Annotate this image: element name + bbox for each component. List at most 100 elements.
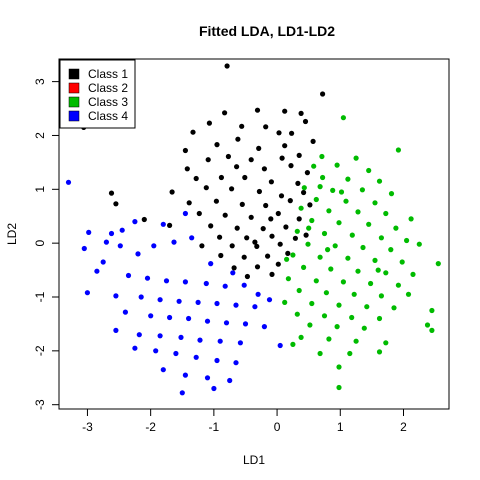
data-point <box>405 291 412 297</box>
data-point <box>239 123 245 129</box>
data-point <box>429 307 435 314</box>
data-point <box>355 268 361 274</box>
series-2 <box>282 115 441 391</box>
data-point <box>138 294 144 300</box>
data-point <box>160 367 166 373</box>
data-point <box>148 313 154 319</box>
data-point <box>296 216 302 222</box>
x-tick-label: 1 <box>337 420 344 434</box>
data-point <box>255 291 261 297</box>
x-tick-label: -2 <box>145 420 156 434</box>
data-point <box>239 201 245 207</box>
data-point <box>199 243 205 249</box>
data-point <box>182 147 188 154</box>
legend-item: Class 1 <box>68 67 128 81</box>
data-point <box>410 271 416 277</box>
data-point <box>313 196 319 203</box>
data-point <box>287 198 293 204</box>
data-point <box>325 247 331 253</box>
data-point <box>269 233 275 239</box>
data-point <box>222 212 228 218</box>
data-point <box>182 279 188 285</box>
x-tick-label: -1 <box>209 420 220 434</box>
data-point <box>294 311 300 317</box>
data-point <box>313 278 319 284</box>
data-point <box>338 189 345 195</box>
data-point <box>399 259 405 265</box>
data-point <box>224 63 230 69</box>
x-tick-label: -3 <box>82 420 93 434</box>
data-point <box>254 243 260 249</box>
legend-label: Class 4 <box>88 109 128 123</box>
data-point <box>378 293 384 299</box>
data-point <box>404 237 410 244</box>
data-point <box>298 205 304 211</box>
data-point <box>84 290 90 296</box>
data-point <box>217 234 223 240</box>
data-point <box>169 189 175 195</box>
data-point <box>261 324 267 330</box>
data-point <box>117 243 123 249</box>
data-point <box>332 243 338 249</box>
data-point <box>298 110 304 116</box>
data-point <box>184 166 190 172</box>
data-point <box>340 115 346 121</box>
data-point <box>395 147 401 153</box>
data-point <box>222 110 228 116</box>
data-point <box>328 266 334 272</box>
data-point <box>190 129 196 135</box>
data-point <box>292 235 298 241</box>
data-point <box>100 259 106 265</box>
data-point <box>113 293 119 299</box>
data-point <box>276 130 282 136</box>
data-point <box>435 261 441 267</box>
data-point <box>317 350 323 357</box>
data-point <box>361 325 367 331</box>
data-point <box>376 178 383 184</box>
data-point <box>186 200 192 206</box>
data-point <box>307 322 313 328</box>
y-tick-label: 0 <box>33 240 47 247</box>
x-tick-label: 2 <box>400 420 407 434</box>
legend-item: Class 4 <box>68 109 128 123</box>
data-point <box>189 235 195 241</box>
data-point <box>211 385 217 392</box>
data-point <box>306 225 312 231</box>
data-point <box>268 179 274 185</box>
data-point <box>234 225 240 231</box>
data-point <box>319 153 325 160</box>
data-point <box>294 228 300 234</box>
data-point <box>336 220 342 226</box>
data-point <box>285 250 291 256</box>
y-axis: -3 -2 -1 0 1 2 3 <box>33 78 60 410</box>
data-point <box>193 175 199 182</box>
data-point <box>285 276 291 282</box>
data-point <box>289 130 295 136</box>
data-point <box>141 216 147 223</box>
data-point <box>103 239 109 245</box>
data-point <box>376 315 383 322</box>
x-axis: -3 -2 -1 0 1 2 <box>82 408 407 434</box>
data-point <box>408 216 414 222</box>
data-point <box>151 243 157 249</box>
data-point <box>266 297 273 303</box>
data-point <box>178 334 184 340</box>
data-point <box>368 280 374 287</box>
data-point <box>372 200 378 206</box>
data-point <box>171 239 177 245</box>
data-point <box>345 176 351 182</box>
data-point <box>263 202 269 209</box>
data-point <box>302 118 309 125</box>
data-point <box>233 302 239 308</box>
data-point <box>125 272 132 279</box>
data-point <box>310 138 316 144</box>
data-point <box>132 219 138 225</box>
data-point <box>330 187 336 193</box>
data-point <box>340 279 346 285</box>
data-point <box>193 354 199 360</box>
data-point <box>208 261 214 267</box>
y-tick-label: -1 <box>33 291 47 302</box>
data-point <box>197 337 203 343</box>
